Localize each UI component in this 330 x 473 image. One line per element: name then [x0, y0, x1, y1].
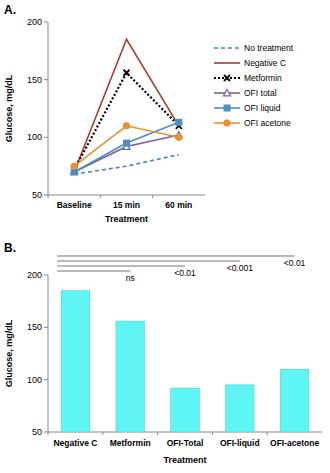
x-tick-label: 60 min: [165, 200, 192, 210]
y-tick: [44, 432, 48, 433]
bar: [171, 388, 199, 432]
x-tick: [152, 195, 153, 198]
y-tick: [44, 275, 48, 276]
y-tick: [44, 195, 48, 196]
point: [176, 119, 182, 125]
x-tick: [48, 432, 49, 435]
legend-label: OFI acetone: [244, 118, 291, 128]
series-line: [74, 122, 179, 172]
x-tick-label: Metformin: [110, 438, 151, 448]
point: [124, 70, 130, 76]
p-value: <0.01: [284, 258, 306, 268]
x-tick-label: 15 min: [113, 200, 140, 210]
point: [176, 134, 182, 140]
x-tick: [212, 432, 213, 435]
y-tick-label: 150: [27, 322, 42, 332]
x-axis: [48, 195, 205, 196]
x-tick-label: OFI-acetone: [270, 438, 319, 448]
x-axis-title: Treatment: [105, 214, 148, 224]
y-tick-label: 200: [27, 270, 42, 280]
series-line: [74, 73, 179, 170]
y-tick-label: 100: [27, 375, 42, 385]
y-tick-label: 100: [27, 132, 42, 142]
legend-marker: [224, 90, 231, 96]
panel-bar: B. 50 100 150 200 Negative C Metformin OFI-Tota…: [4, 241, 322, 465]
y-tick: [44, 22, 48, 23]
series-line: [74, 39, 179, 172]
legend-label: Metformin: [244, 73, 282, 83]
y-axis: [48, 275, 49, 432]
x-tick: [102, 432, 103, 435]
legend-label: No treatment: [244, 43, 294, 53]
figure: A. 50 100 150 200 Baseline 15 min 60 min Treatme…: [0, 0, 330, 473]
comparison-line: [57, 255, 294, 256]
legend-label: OFI liquid: [244, 103, 281, 113]
comparison-line: [57, 260, 240, 261]
bar: [61, 291, 89, 432]
x-tick-label: OFI-Total: [167, 438, 204, 448]
legend-swatch: [214, 47, 240, 49]
x-tick: [48, 195, 49, 198]
legend-label: OFI total: [244, 88, 277, 98]
panel-title: A.: [4, 3, 16, 17]
y-tick-label: 200: [27, 17, 42, 27]
legend-marker: [224, 120, 230, 126]
y-tick-label: 50: [32, 427, 42, 437]
bar: [226, 385, 254, 432]
y-axis: [48, 22, 49, 195]
plot-area: [71, 39, 183, 175]
bar: [280, 369, 308, 432]
panel-line: A. 50 100 150 200 Baseline 15 min 60 min Treatme…: [4, 3, 294, 224]
y-tick-label: 150: [27, 75, 42, 85]
x-tick-label: Baseline: [57, 200, 92, 210]
plot-area: [61, 291, 309, 432]
y-tick-label: 50: [32, 190, 42, 200]
comparison-line: [57, 265, 185, 266]
y-axis-title: Glucose, mg/dL: [4, 74, 14, 142]
point: [124, 140, 130, 146]
legend-marker: [224, 75, 230, 81]
x-tick: [157, 432, 158, 435]
y-tick: [44, 379, 48, 380]
panel-title: B.: [4, 241, 16, 255]
point: [123, 123, 129, 129]
y-axis-title: Glucose, mg/dL: [4, 319, 14, 387]
series-line: [74, 126, 179, 166]
bar: [116, 321, 144, 432]
significance: ns <0.01 <0.001 <0.01: [57, 256, 305, 283]
p-value: ns: [126, 273, 135, 283]
x-axis-title: Treatment: [163, 455, 206, 465]
legend: No treatment Negative C Metformin OFI total…: [214, 43, 294, 128]
point: [71, 163, 77, 169]
p-value: <0.01: [174, 268, 196, 278]
comparison-line: [57, 270, 130, 271]
legend-label: Negative C: [244, 58, 286, 68]
y-tick: [44, 79, 48, 80]
legend-swatch: [214, 62, 240, 64]
legend-marker: [224, 105, 230, 111]
x-tick-label: OFI-liquid: [220, 438, 260, 448]
p-value: <0.001: [227, 263, 254, 273]
x-tick: [267, 432, 268, 435]
x-tick-label: Negative C: [53, 438, 97, 448]
x-tick: [100, 195, 101, 198]
y-tick: [44, 137, 48, 138]
y-tick: [44, 327, 48, 328]
